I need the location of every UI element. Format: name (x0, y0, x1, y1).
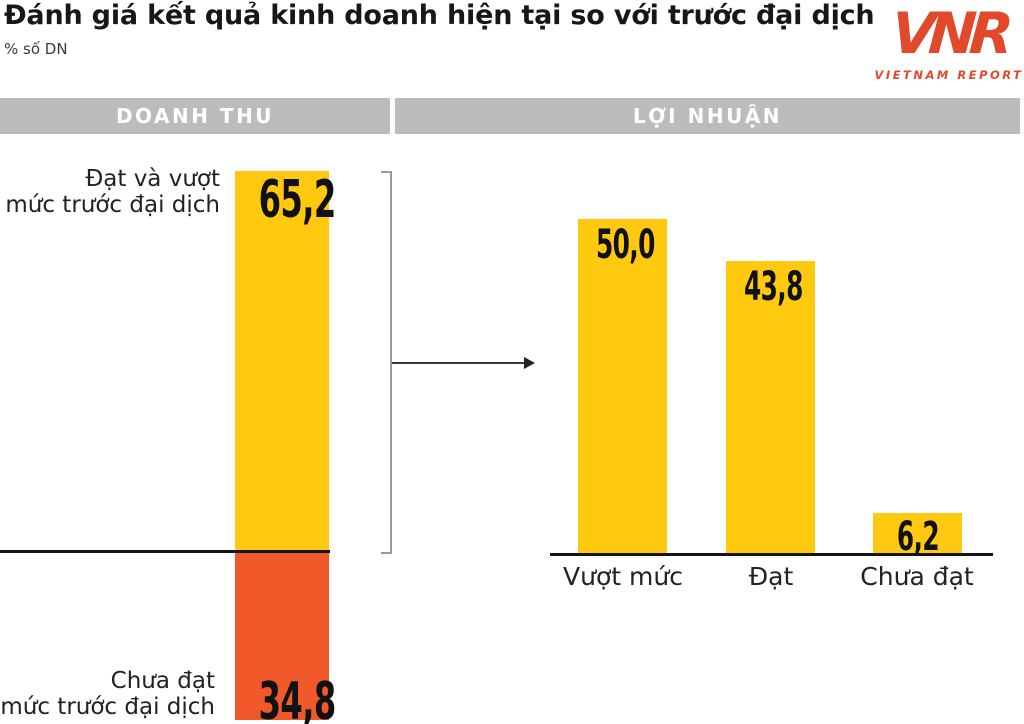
arrow-head-icon (524, 357, 535, 369)
profit-category-vuot-muc: Vượt mức (563, 562, 683, 591)
profit-bar-vuot-muc (578, 219, 667, 553)
profit-category-chua-dat: Chưa đạt (860, 562, 974, 591)
profit-value-chua-dat: 6,2 (896, 514, 939, 560)
section-header-revenue-label: DOANH THU (115, 104, 275, 128)
revenue-negative-value: 34,8 (258, 672, 337, 724)
section-header-profit: LỢI NHUẬN (395, 98, 1020, 134)
revenue-positive-label-line1: Đạt và vượt (85, 166, 220, 192)
profit-value-vuot-muc: 50,0 (595, 222, 655, 268)
vnr-logo-icon: VNR (889, 1, 1009, 67)
revenue-positive-value: 65,2 (258, 170, 337, 230)
vietnam-report-logo: VNR VIETNAM REPORT (874, 1, 1024, 82)
unit-label: % số DN (4, 40, 68, 58)
revenue-positive-label-line2: mức trước đại dịch (5, 192, 220, 218)
profit-bar-dat (726, 261, 815, 553)
page-title: Đánh giá kết quả kinh doanh hiện tại so … (4, 0, 875, 31)
revenue-negative-label-line1: Chưa đạt (110, 668, 215, 694)
revenue-negative-bar (235, 553, 329, 720)
revenue-positive-category-label: Đạt và vượt mức trước đại dịch (0, 166, 220, 218)
revenue-negative-category-label: Chưa đạt mức trước đại dịch (0, 668, 215, 720)
vnr-logo-wordmark: VIETNAM REPORT (874, 68, 1024, 82)
revenue-baseline (0, 550, 330, 553)
revenue-positive-bar (235, 171, 329, 552)
profit-bar-chua-dat (873, 513, 962, 553)
section-header-profit-label: LỢI NHUẬN (632, 104, 783, 128)
profit-baseline (550, 553, 993, 556)
bracket (381, 171, 392, 554)
profit-value-dat: 43,8 (743, 264, 803, 310)
profit-category-dat: Đạt (748, 562, 794, 591)
revenue-negative-label-line2: mức trước đại dịch (0, 694, 215, 720)
connector-arrow-line (392, 362, 524, 364)
section-header-revenue: DOANH THU (0, 98, 390, 134)
